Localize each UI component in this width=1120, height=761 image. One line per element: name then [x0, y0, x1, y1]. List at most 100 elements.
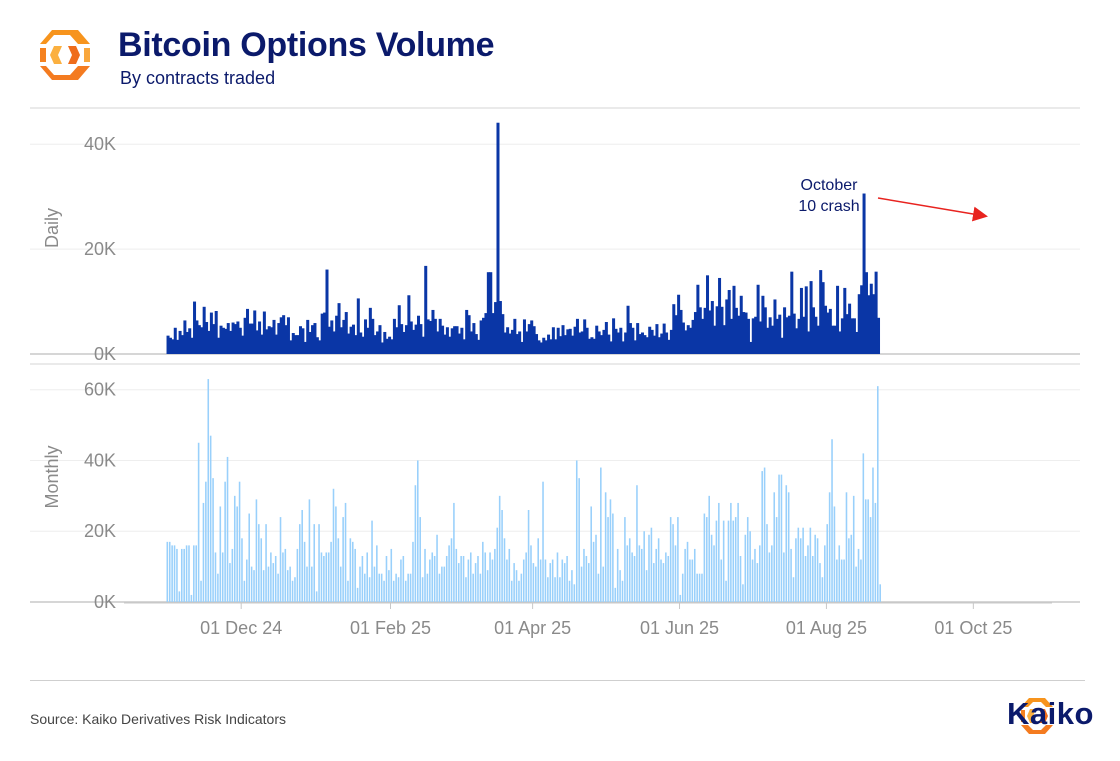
bar	[766, 327, 770, 354]
bar	[190, 594, 193, 602]
axis-ticks: 0K 20K 40K Daily 0K 20K 40K 60K Monthly 01 Dec 24…	[42, 134, 1052, 638]
bar	[351, 324, 355, 354]
bar	[498, 495, 501, 602]
bar	[289, 340, 293, 354]
bar	[214, 311, 218, 354]
bar	[643, 335, 647, 354]
bar	[855, 331, 859, 354]
bar	[662, 323, 666, 354]
bar	[361, 336, 365, 354]
bar	[267, 566, 270, 602]
annotation: October 10 crash	[798, 177, 988, 222]
bar	[547, 577, 549, 602]
bar	[306, 319, 310, 354]
bar	[669, 517, 672, 602]
kaiko-logo-icon	[40, 30, 90, 80]
bar	[388, 336, 392, 354]
bar	[303, 541, 306, 602]
bar	[568, 328, 572, 354]
bar	[551, 327, 555, 354]
bar	[650, 329, 654, 354]
bar	[751, 318, 755, 354]
monthly-gridlines	[30, 363, 1080, 603]
bar	[746, 318, 750, 354]
bar	[520, 341, 524, 354]
bar	[342, 319, 346, 354]
bar	[344, 502, 347, 602]
bar	[168, 541, 171, 602]
bar	[465, 309, 469, 354]
bar	[672, 304, 676, 354]
bar	[383, 331, 387, 354]
bar	[638, 334, 642, 354]
bar	[860, 285, 864, 354]
bar	[501, 314, 505, 354]
bar	[773, 492, 776, 602]
bar	[636, 323, 640, 354]
bar	[701, 573, 703, 602]
bar	[450, 328, 454, 354]
bar	[530, 545, 532, 602]
bar	[270, 327, 274, 354]
bar	[650, 527, 653, 602]
bar	[619, 570, 621, 602]
bar	[193, 301, 197, 354]
bar	[424, 265, 428, 354]
bar	[484, 552, 487, 602]
bar	[311, 566, 313, 602]
bar	[787, 492, 790, 602]
bar	[433, 318, 437, 354]
bar	[573, 326, 577, 354]
bar	[188, 545, 190, 602]
bar	[354, 335, 358, 354]
bar	[426, 319, 430, 354]
bar	[404, 580, 407, 602]
bar	[248, 513, 250, 602]
bar	[414, 324, 418, 354]
bar	[402, 331, 406, 354]
bar	[465, 577, 467, 602]
bar	[640, 548, 643, 602]
bar	[795, 538, 797, 602]
bar	[840, 318, 844, 354]
bar	[337, 303, 341, 354]
bar	[378, 325, 382, 354]
bar	[236, 321, 240, 354]
bar	[734, 517, 737, 602]
bar	[722, 520, 725, 602]
bar	[265, 524, 267, 602]
bar	[653, 335, 657, 354]
bar	[785, 317, 789, 354]
bar	[744, 312, 748, 354]
bar	[366, 327, 370, 354]
bar	[250, 566, 253, 602]
bar	[588, 338, 592, 354]
bar	[282, 315, 286, 354]
bar	[645, 337, 649, 354]
bar	[761, 471, 763, 602]
bar	[696, 284, 700, 354]
y-axis-label: Monthly	[42, 445, 62, 508]
bar	[233, 324, 237, 354]
bar	[850, 318, 854, 354]
y-tick-label: 40K	[84, 134, 116, 154]
bar	[289, 566, 291, 602]
bar	[385, 338, 389, 354]
bar	[809, 281, 813, 354]
bar	[848, 538, 850, 602]
bar	[787, 315, 791, 354]
bar	[578, 332, 582, 354]
bar	[852, 318, 856, 354]
bar	[585, 556, 588, 602]
bar	[756, 284, 760, 354]
bar	[720, 306, 724, 354]
x-tick-label: 01 Aug 25	[786, 618, 867, 638]
bar	[621, 580, 624, 602]
bar	[677, 517, 679, 602]
bar	[455, 326, 459, 354]
bar	[433, 556, 436, 602]
bar	[751, 559, 754, 602]
bar	[780, 337, 784, 354]
bar	[207, 330, 211, 354]
bar	[850, 534, 853, 602]
